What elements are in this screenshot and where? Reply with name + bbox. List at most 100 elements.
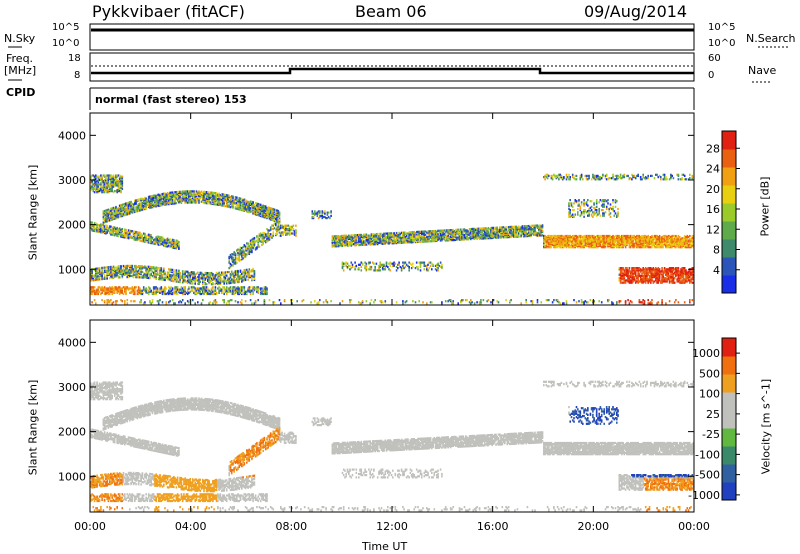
data-cell (189, 274, 191, 277)
data-cell (209, 272, 212, 275)
data-cell (208, 272, 210, 275)
data-cell (249, 286, 252, 289)
data-cell (176, 195, 179, 198)
data-cell (101, 287, 103, 290)
data-cell (176, 198, 179, 201)
data-cell (361, 262, 364, 265)
data-cell (163, 244, 165, 247)
data-cell (154, 195, 156, 198)
data-cell (108, 232, 111, 235)
data-cell (254, 211, 257, 214)
data-cell (183, 271, 185, 274)
data-cell (197, 291, 199, 294)
data-cell (257, 291, 259, 294)
data-cell (341, 234, 344, 237)
data-cell (261, 233, 263, 236)
data-cell (244, 245, 247, 248)
data-cell (278, 212, 281, 215)
data-cell (292, 232, 295, 235)
data-cell (393, 232, 395, 235)
data-cell (107, 185, 110, 188)
data-cell (118, 209, 121, 212)
data-cell (254, 202, 257, 205)
data-cell (183, 290, 185, 293)
data-cell (238, 291, 241, 294)
data-cell (166, 242, 169, 245)
data-cell (120, 207, 122, 210)
data-cell (191, 286, 194, 289)
data-cell (236, 271, 238, 274)
data-cell (259, 287, 262, 290)
data-cell (273, 227, 276, 230)
data-cell (203, 194, 205, 197)
data-cell (141, 270, 144, 273)
data-cell (230, 264, 233, 267)
data-cell (180, 200, 183, 203)
data-cell (324, 212, 326, 215)
data-cell (207, 191, 209, 194)
data-cell (142, 201, 145, 204)
data-cell (264, 240, 267, 243)
data-cell (223, 204, 225, 207)
data-cell (170, 244, 173, 247)
data-cell (248, 206, 251, 209)
data-cell (256, 288, 258, 291)
data-cell (244, 255, 247, 258)
data-cell (238, 275, 241, 278)
data-cell (142, 274, 145, 277)
data-cell (127, 203, 130, 207)
data-cell (102, 180, 105, 183)
data-cell (272, 219, 275, 222)
data-cell (292, 224, 295, 227)
data-cell (173, 280, 175, 283)
data-cell (118, 286, 121, 289)
data-cell (118, 265, 121, 268)
data-cell (103, 211, 106, 214)
data-cell (98, 231, 101, 234)
data-cell (147, 233, 150, 236)
data-cell (110, 216, 112, 219)
data-cell (262, 292, 264, 296)
data-cell (229, 286, 232, 289)
data-cell (205, 289, 208, 292)
data-cell (238, 207, 241, 210)
data-cell (179, 199, 181, 202)
data-cell (163, 292, 165, 296)
data-cell (261, 239, 263, 242)
data-cell (205, 202, 208, 205)
data-cell (164, 198, 166, 201)
data-cell (149, 269, 151, 272)
data-cell (181, 291, 184, 294)
data-cell (116, 191, 118, 194)
data-cell (113, 226, 116, 229)
data-cell (92, 183, 95, 186)
data-cell (154, 194, 156, 197)
data-cell (142, 237, 145, 240)
data-cell (90, 185, 92, 188)
data-cell (132, 237, 135, 240)
data-cell (248, 201, 251, 204)
data-cell (141, 235, 144, 238)
data-cell (234, 281, 237, 284)
data-cell (248, 210, 251, 213)
data-cell (292, 229, 295, 232)
data-cell (159, 201, 161, 204)
data-cell (198, 201, 200, 204)
freq-tick-top: 18 (68, 53, 81, 64)
data-cell (168, 193, 170, 196)
data-cell (170, 276, 173, 279)
data-cell (96, 180, 98, 183)
data-cell (106, 212, 108, 215)
data-cell (165, 276, 168, 279)
data-cell (152, 292, 155, 296)
data-cell (154, 286, 156, 289)
data-cell (95, 186, 97, 189)
data-cell (191, 190, 194, 193)
data-cell (174, 195, 176, 198)
data-cell (197, 276, 199, 279)
data-cell (139, 265, 141, 268)
data-cell (156, 202, 159, 205)
data-cell (281, 226, 283, 230)
data-cell (144, 240, 146, 243)
data-cell (115, 205, 117, 209)
